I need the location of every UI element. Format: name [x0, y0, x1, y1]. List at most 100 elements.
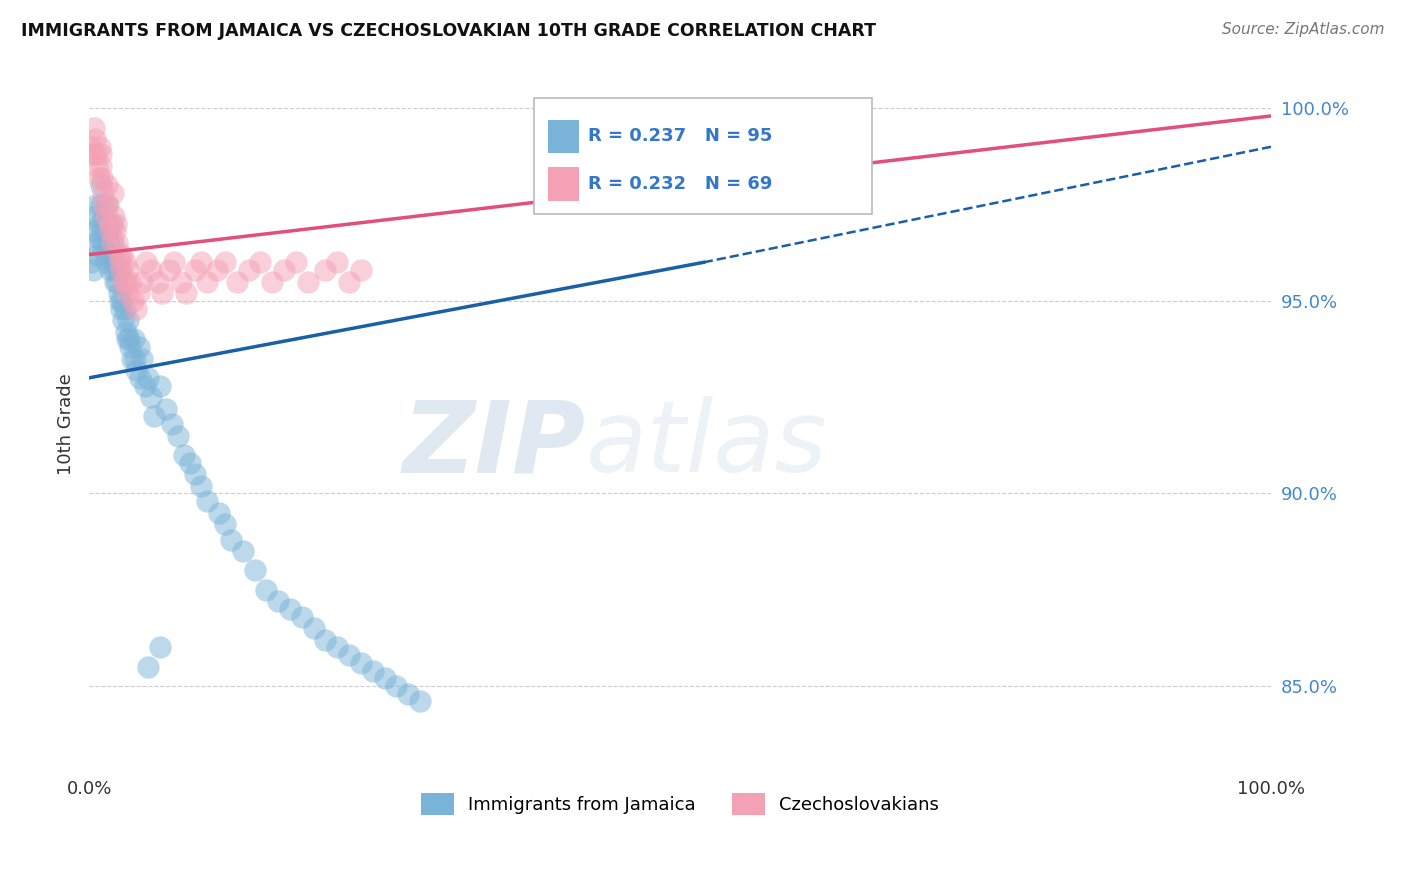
Immigrants from Jamaica [87, 217, 110, 231]
Immigrants from Jamaica [134, 378, 156, 392]
Czechoslovakians [125, 301, 148, 316]
Czechoslovakians [108, 255, 131, 269]
Immigrants from Jamaica [143, 409, 166, 424]
Czechoslovakians [297, 275, 319, 289]
Czechoslovakians [100, 235, 122, 250]
Czechoslovakians [83, 120, 105, 135]
Czechoslovakians [163, 255, 186, 269]
Text: IMMIGRANTS FROM JAMAICA VS CZECHOSLOVAKIAN 10TH GRADE CORRELATION CHART: IMMIGRANTS FROM JAMAICA VS CZECHOSLOVAKI… [21, 22, 876, 40]
Czechoslovakians [195, 275, 218, 289]
Immigrants from Jamaica [98, 247, 121, 261]
Immigrants from Jamaica [96, 217, 118, 231]
Immigrants from Jamaica [80, 255, 103, 269]
Czechoslovakians [98, 217, 121, 231]
Immigrants from Jamaica [108, 293, 131, 308]
Immigrants from Jamaica [131, 351, 153, 366]
Immigrants from Jamaica [385, 679, 408, 693]
Immigrants from Jamaica [314, 632, 336, 647]
Czechoslovakians [87, 170, 110, 185]
Czechoslovakians [326, 255, 349, 269]
Immigrants from Jamaica [107, 263, 129, 277]
Czechoslovakians [90, 147, 112, 161]
Immigrants from Jamaica [84, 225, 107, 239]
Czechoslovakians [170, 275, 193, 289]
Czechoslovakians [104, 225, 127, 239]
Immigrants from Jamaica [208, 506, 231, 520]
Czechoslovakians [86, 159, 108, 173]
Immigrants from Jamaica [136, 371, 159, 385]
Czechoslovakians [114, 275, 136, 289]
Immigrants from Jamaica [107, 286, 129, 301]
Immigrants from Jamaica [350, 656, 373, 670]
Czechoslovakians [117, 263, 139, 277]
Czechoslovakians [82, 147, 104, 161]
Immigrants from Jamaica [94, 255, 117, 269]
Czechoslovakians [107, 247, 129, 261]
Immigrants from Jamaica [115, 332, 138, 346]
Czechoslovakians [98, 225, 121, 239]
Czechoslovakians [314, 263, 336, 277]
Czechoslovakians [214, 255, 236, 269]
Czechoslovakians [120, 275, 142, 289]
Immigrants from Jamaica [83, 235, 105, 250]
Czechoslovakians [150, 286, 173, 301]
Immigrants from Jamaica [155, 401, 177, 416]
Immigrants from Jamaica [114, 325, 136, 339]
Czechoslovakians [159, 263, 181, 277]
Immigrants from Jamaica [118, 332, 141, 346]
Immigrants from Jamaica [101, 235, 124, 250]
Legend: Immigrants from Jamaica, Czechoslovakians: Immigrants from Jamaica, Czechoslovakian… [412, 784, 948, 824]
Czechoslovakians [184, 263, 207, 277]
Text: Source: ZipAtlas.com: Source: ZipAtlas.com [1222, 22, 1385, 37]
Czechoslovakians [96, 178, 118, 193]
Immigrants from Jamaica [105, 255, 128, 269]
Immigrants from Jamaica [124, 351, 146, 366]
Immigrants from Jamaica [184, 467, 207, 482]
Immigrants from Jamaica [84, 197, 107, 211]
Czechoslovakians [273, 263, 295, 277]
Immigrants from Jamaica [97, 225, 120, 239]
Czechoslovakians [97, 197, 120, 211]
Immigrants from Jamaica [93, 244, 115, 258]
Czechoslovakians [174, 286, 197, 301]
Y-axis label: 10th Grade: 10th Grade [58, 373, 75, 475]
Czechoslovakians [249, 255, 271, 269]
Immigrants from Jamaica [409, 694, 432, 708]
Czechoslovakians [84, 132, 107, 146]
Czechoslovakians [284, 255, 307, 269]
Immigrants from Jamaica [98, 235, 121, 250]
Czechoslovakians [84, 147, 107, 161]
Czechoslovakians [94, 209, 117, 223]
Czechoslovakians [107, 235, 129, 250]
Czechoslovakians [80, 140, 103, 154]
Czechoslovakians [135, 255, 157, 269]
Immigrants from Jamaica [267, 594, 290, 608]
Czechoslovakians [105, 217, 128, 231]
Immigrants from Jamaica [128, 371, 150, 385]
Czechoslovakians [205, 263, 228, 277]
Immigrants from Jamaica [219, 533, 242, 547]
Text: R = 0.237   N = 95: R = 0.237 N = 95 [588, 128, 772, 145]
Immigrants from Jamaica [173, 448, 195, 462]
Czechoslovakians [91, 186, 114, 200]
Immigrants from Jamaica [82, 263, 104, 277]
Immigrants from Jamaica [107, 275, 129, 289]
Czechoslovakians [103, 209, 125, 223]
Czechoslovakians [146, 275, 169, 289]
Immigrants from Jamaica [84, 209, 107, 223]
Immigrants from Jamaica [98, 263, 121, 277]
Immigrants from Jamaica [96, 197, 118, 211]
Czechoslovakians [101, 186, 124, 200]
Immigrants from Jamaica [374, 671, 396, 685]
Czechoslovakians [121, 293, 143, 308]
Czechoslovakians [262, 275, 284, 289]
Czechoslovakians [89, 140, 111, 154]
Immigrants from Jamaica [166, 428, 188, 442]
Immigrants from Jamaica [195, 494, 218, 508]
Immigrants from Jamaica [100, 217, 122, 231]
Czechoslovakians [128, 286, 150, 301]
Czechoslovakians [190, 255, 212, 269]
Czechoslovakians [225, 275, 247, 289]
Immigrants from Jamaica [121, 351, 143, 366]
Czechoslovakians [131, 275, 153, 289]
